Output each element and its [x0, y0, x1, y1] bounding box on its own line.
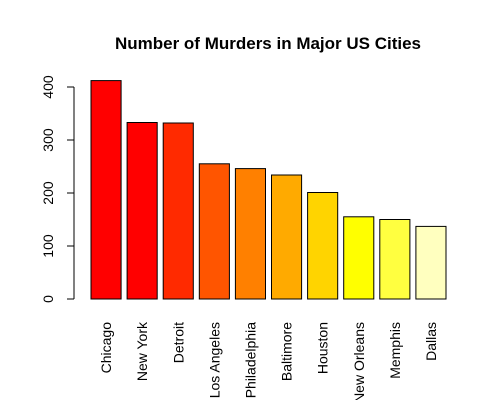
x-tick-label: Houston: [315, 322, 331, 374]
x-tick-label: Baltimore: [279, 322, 295, 381]
bar-dallas: [415, 225, 447, 300]
chart-title: Number of Murders in Major US Cities: [115, 34, 421, 53]
bar-detroit: [162, 122, 194, 300]
bars: [90, 80, 447, 300]
y-tick-label: 0: [40, 295, 56, 303]
x-tick-labels: Chicago New York Detroit Los Angeles Philade…: [98, 321, 439, 400]
y-axis: 0 100 200 300 400: [40, 75, 75, 303]
y-tick-label: 200: [40, 181, 56, 205]
x-tick-label: New York: [134, 321, 150, 381]
y-tick-label: 300: [40, 128, 56, 152]
x-tick-label: New Orleans: [351, 322, 367, 400]
bar-philadelphia: [234, 168, 266, 300]
x-tick-label: Los Angeles: [206, 322, 222, 398]
bar-los-angeles: [198, 163, 230, 300]
y-tick-label: 400: [40, 75, 56, 99]
bar-baltimore: [271, 174, 303, 300]
bar-chicago: [90, 80, 122, 300]
bar-houston: [307, 192, 339, 300]
x-tick-label: Dallas: [423, 322, 439, 361]
bar-new-orleans: [343, 216, 375, 300]
x-tick-label: Detroit: [170, 322, 186, 363]
x-tick-label: Philadelphia: [243, 322, 259, 398]
bar-memphis: [379, 219, 411, 300]
x-tick-label: Chicago: [98, 322, 114, 374]
bar-new-york: [126, 122, 158, 300]
x-tick-label: Memphis: [387, 322, 403, 379]
y-tick-label: 100: [40, 234, 56, 258]
